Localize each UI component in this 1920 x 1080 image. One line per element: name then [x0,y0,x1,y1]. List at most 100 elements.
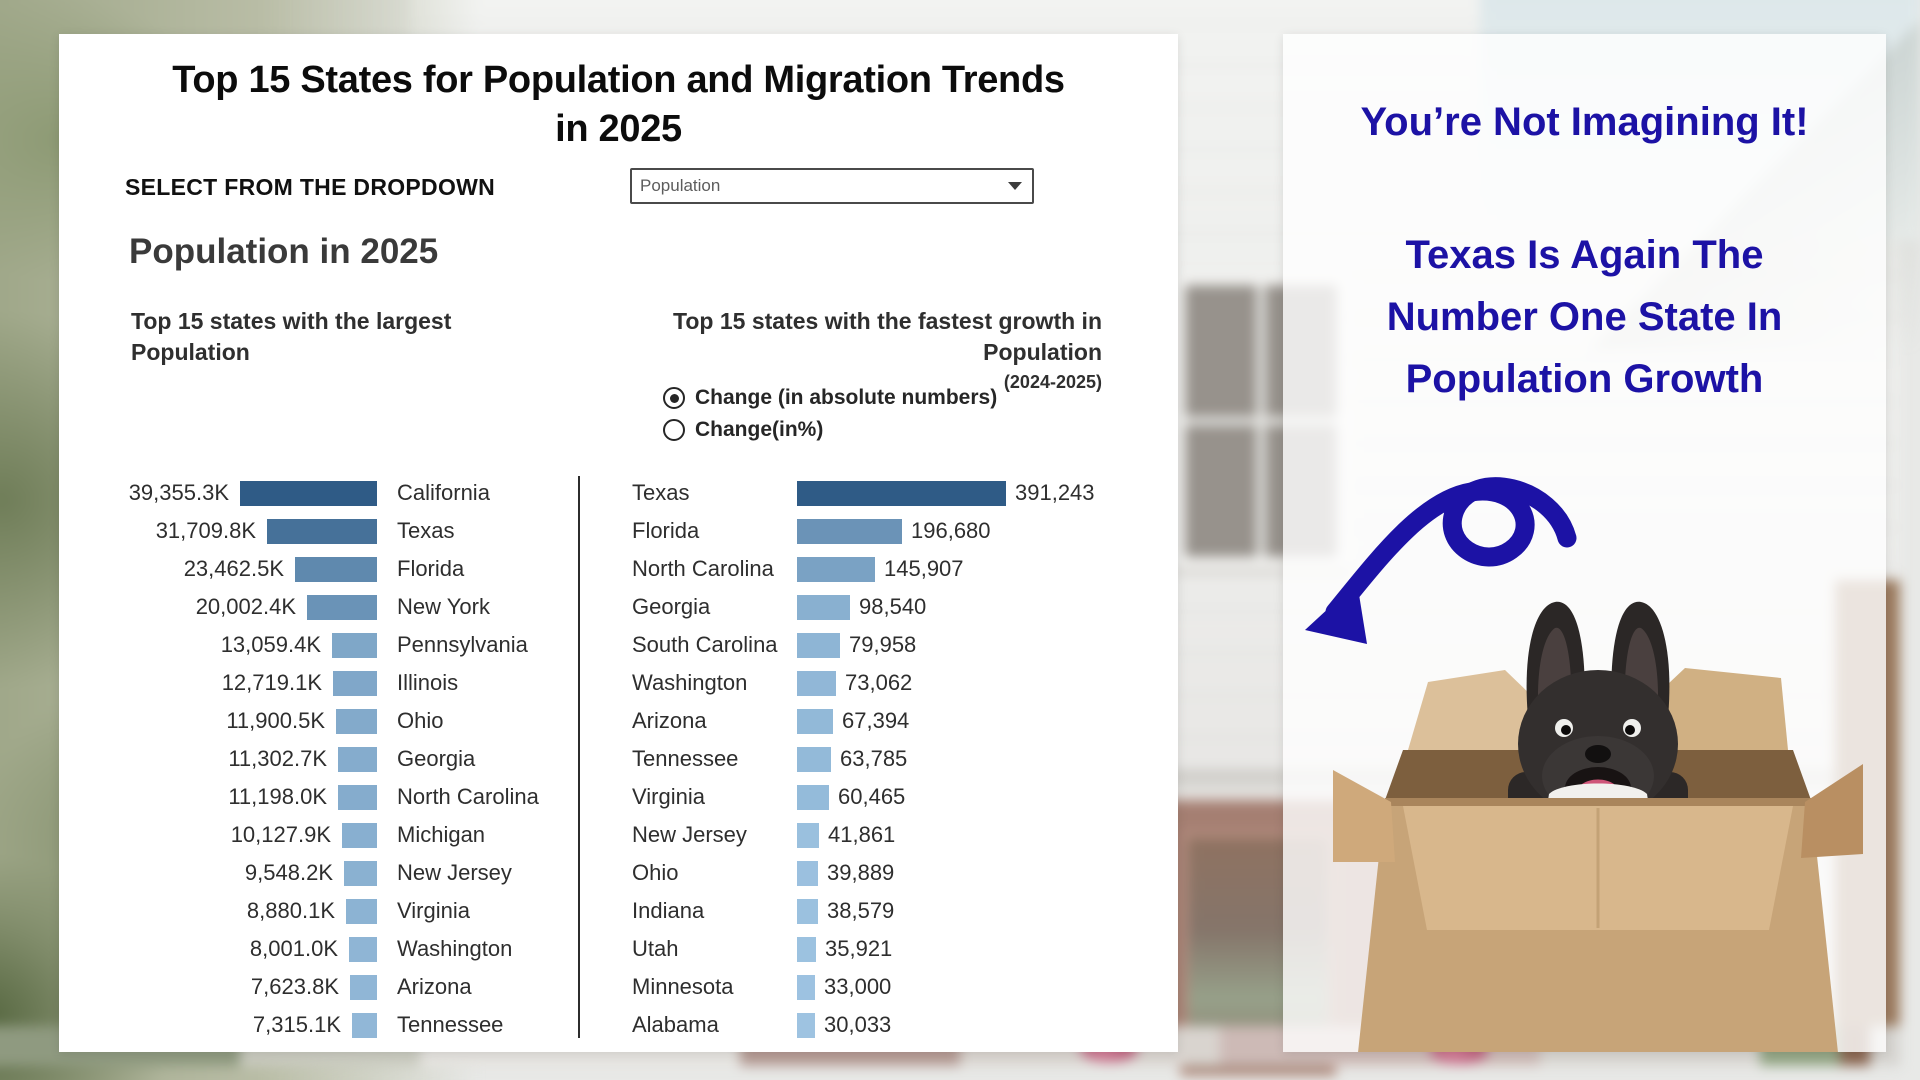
bar-category-label: Virginia [632,784,705,809]
bar-value-label: 196,680 [911,518,991,543]
chart-row: Tennessee 63,785 [632,740,1095,778]
headline: You’re Not Imagining It! [1360,100,1809,144]
chart-row: 10,127.9K Michigan [59,816,539,854]
dropdown-selected-value: Population [640,176,721,195]
bar-zone: 11,302.7K [59,746,377,772]
radio-button-icon[interactable] [663,387,685,409]
bar-category-label: Minnesota [632,974,734,999]
growth-bar [797,594,850,620]
radio-option-label: Change (in absolute numbers) [695,386,998,409]
bar-zone: 23,462.5K [59,556,377,582]
growth-bar [797,632,840,658]
population-bar [240,480,377,506]
bar-value-label: 63,785 [840,746,908,771]
radio-selected-dot [669,393,679,403]
growth-bar [797,518,902,544]
bar-value-label: 7,623.8K [250,974,339,999]
chart-row: 11,900.5K Ohio [59,702,539,740]
bar-zone: 20,002.4K [59,594,377,620]
bar-value-label: 13,059.4K [220,632,321,657]
bar-category-label: Michigan [397,822,486,847]
radio-button-icon[interactable] [663,419,685,441]
growth-bar [797,860,818,886]
bar-category-label: Florida [632,518,700,543]
subheadline: Texas Is Again The Number One State In P… [1386,233,1783,401]
bar-zone: 8,001.0K [59,936,377,962]
growth-bar [797,936,816,962]
bar-category-label: Tennessee [397,1012,504,1037]
metric-dropdown[interactable]: Population [630,168,1034,204]
population-bar [350,974,377,1000]
bar-value-label: 38,579 [827,898,895,923]
chart-row: New Jersey 41,861 [632,816,1095,854]
population-bar [307,594,377,620]
bar-category-label: North Carolina [397,784,539,809]
population-bar [352,1012,377,1038]
population-bar [333,670,377,696]
chart-row: Utah 35,921 [632,930,1095,968]
bar-value-label: 11,900.5K [226,708,325,733]
bar-category-label: New York [397,594,490,619]
bar-zone: 10,127.9K [59,822,377,848]
population-bar [267,518,377,544]
bar-value-label: 11,198.0K [228,784,327,809]
chart-row: 8,880.1K Virginia [59,892,539,930]
bar-zone: 7,315.1K [59,1012,377,1038]
chart-row: Washington 73,062 [632,664,1095,702]
chart-row: Virginia 60,465 [632,778,1095,816]
bar-category-label: Ohio [397,708,444,733]
chart-row: 11,302.7K Georgia [59,740,539,778]
growth-bar [797,556,875,582]
growth-bar [797,784,829,810]
bar-zone: 13,059.4K [59,632,377,658]
growth-bar [797,480,1006,506]
chart-row: 31,709.8K Texas [59,512,539,550]
bar-zone: 11,900.5K [59,708,377,734]
bar-category-label: Washington [632,670,748,695]
growth-bar [797,974,815,1000]
bar-category-label: South Carolina [632,632,778,657]
right-chart-title-text: Top 15 states with the fastest growth in… [673,308,1102,366]
bar-value-label: 20,002.4K [195,594,296,619]
population-bar [342,822,377,848]
bar-category-label: California [397,480,490,505]
dropdown-label: SELECT FROM THE DROPDOWN [125,174,496,200]
growth-bar [797,670,836,696]
chart-row: 9,548.2K New Jersey [59,854,539,892]
right-chart-subtitle: (2024-2025) [1003,372,1102,393]
bar-category-label: Alabama [632,1012,719,1037]
population-bar [346,898,377,924]
population-bar [338,746,377,772]
bar-zone: 8,880.1K [59,898,377,924]
bar-value-label: 10,127.9K [230,822,331,847]
bar-value-label: 7,315.1K [252,1012,341,1037]
growth-bar [797,708,833,734]
bar-zone: 39,355.3K [59,480,377,506]
bar-category-label: Georgia [397,746,476,771]
chart-row: North Carolina 145,907 [632,550,1095,588]
bar-value-label: 30,033 [824,1012,892,1037]
chart-row: 39,355.3K California [59,474,539,512]
bar-category-label: Ohio [632,860,679,885]
chart-row: Georgia 98,540 [632,588,1095,626]
radio-option[interactable]: Change(in%) [663,418,997,442]
growth-bar [797,746,831,772]
bar-value-label: 41,861 [828,822,896,847]
bar-category-label: Illinois [397,670,459,695]
bar-value-label: 31,709.8K [155,518,256,543]
page-title: Top 15 States for Population and Migrati… [172,59,1065,151]
chart-row: Alabama 30,033 [632,1006,1095,1044]
bar-category-label: Pennsylvania [397,632,528,657]
radio-option[interactable]: Change (in absolute numbers) [663,386,997,410]
chart-row: 23,462.5K Florida [59,550,539,588]
bar-category-label: Arizona [632,708,707,733]
bar-category-label: Virginia [397,898,470,923]
bar-category-label: Tennessee [632,746,739,771]
bar-value-label: 11,302.7K [228,746,327,771]
chart-row: 13,059.4K Pennsylvania [59,626,539,664]
left-chart-title: Top 15 states with the largest Populatio… [131,308,452,366]
bar-zone: 9,548.2K [59,860,377,886]
fastest-growth-chart: Texas 391,243 Florida 196,680 North Carolina… [632,474,1095,1044]
bar-value-label: 8,001.0K [249,936,338,961]
bar-zone: 11,198.0K [59,784,377,810]
